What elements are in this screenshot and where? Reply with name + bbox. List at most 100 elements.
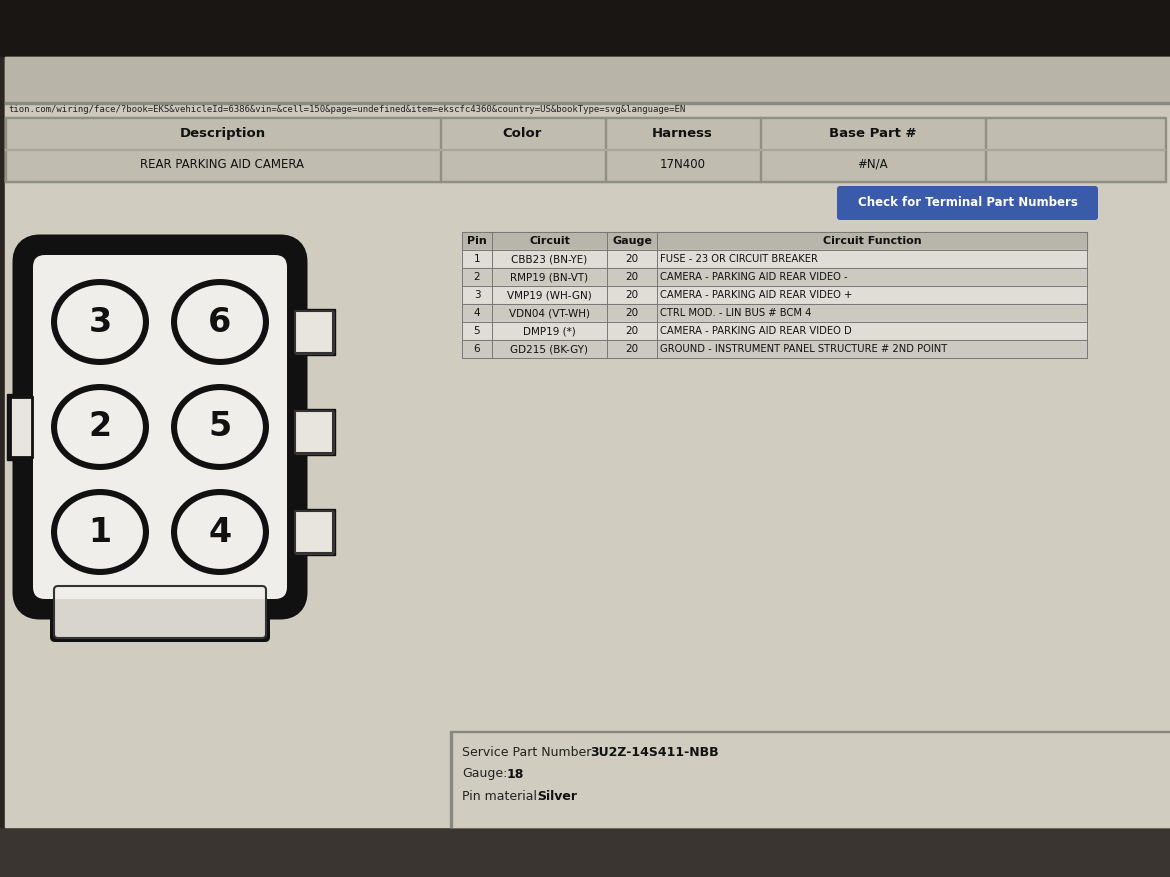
Ellipse shape bbox=[176, 388, 264, 466]
Text: Gauge:: Gauge: bbox=[462, 767, 508, 781]
Text: Harness: Harness bbox=[652, 127, 713, 140]
Text: REAR PARKING AID CAMERA: REAR PARKING AID CAMERA bbox=[140, 158, 304, 171]
Text: 4: 4 bbox=[208, 516, 232, 548]
Text: 1: 1 bbox=[89, 516, 111, 548]
Text: 17N400: 17N400 bbox=[660, 158, 706, 171]
Text: 6: 6 bbox=[474, 344, 481, 354]
Text: VMP19 (WH-GN): VMP19 (WH-GN) bbox=[507, 290, 592, 300]
FancyBboxPatch shape bbox=[837, 186, 1097, 220]
Bar bbox=[292, 509, 335, 555]
Bar bbox=[295, 511, 333, 553]
Ellipse shape bbox=[55, 493, 145, 571]
Bar bbox=[462, 340, 1087, 358]
Text: 20: 20 bbox=[626, 308, 639, 318]
Text: DMP19 (*): DMP19 (*) bbox=[523, 326, 576, 336]
Text: Circuit: Circuit bbox=[529, 236, 570, 246]
Text: 20: 20 bbox=[626, 254, 639, 264]
Text: 6: 6 bbox=[208, 305, 232, 339]
FancyBboxPatch shape bbox=[50, 582, 270, 642]
Text: 3: 3 bbox=[474, 290, 481, 300]
Bar bbox=[5, 57, 1170, 102]
FancyBboxPatch shape bbox=[33, 255, 287, 599]
Text: 20: 20 bbox=[626, 290, 639, 300]
Bar bbox=[295, 511, 333, 553]
Bar bbox=[450, 732, 452, 827]
Bar bbox=[5, 181, 1165, 182]
Text: CBB23 (BN-YE): CBB23 (BN-YE) bbox=[511, 254, 587, 264]
Bar bbox=[462, 250, 1087, 268]
Ellipse shape bbox=[171, 384, 269, 470]
Text: 5: 5 bbox=[208, 410, 232, 444]
Text: 4: 4 bbox=[474, 308, 481, 318]
Text: #N/A: #N/A bbox=[858, 158, 888, 171]
Bar bbox=[462, 322, 1087, 340]
Ellipse shape bbox=[171, 279, 269, 365]
Text: VDN04 (VT-WH): VDN04 (VT-WH) bbox=[509, 308, 590, 318]
Text: GROUND - INSTRUMENT PANEL STRUCTURE # 2ND POINT: GROUND - INSTRUMENT PANEL STRUCTURE # 2N… bbox=[660, 344, 948, 354]
FancyBboxPatch shape bbox=[25, 247, 295, 607]
Text: Circuit Function: Circuit Function bbox=[823, 236, 921, 246]
Bar bbox=[5, 117, 1165, 118]
Bar bbox=[295, 311, 333, 353]
Bar bbox=[462, 268, 1087, 286]
Text: Silver: Silver bbox=[537, 789, 577, 802]
Bar bbox=[5, 149, 1165, 150]
Ellipse shape bbox=[51, 384, 149, 470]
Bar bbox=[462, 304, 1087, 322]
Bar bbox=[292, 409, 335, 455]
Text: GD215 (BK-GY): GD215 (BK-GY) bbox=[510, 344, 589, 354]
Bar bbox=[7, 394, 35, 460]
Text: CAMERA - PARKING AID REAR VIDEO -: CAMERA - PARKING AID REAR VIDEO - bbox=[660, 272, 847, 282]
Text: 2: 2 bbox=[89, 410, 111, 444]
Text: Pin: Pin bbox=[467, 236, 487, 246]
Bar bbox=[462, 232, 1087, 250]
Bar bbox=[11, 397, 32, 457]
Text: FUSE - 23 OR CIRCUIT BREAKER: FUSE - 23 OR CIRCUIT BREAKER bbox=[660, 254, 818, 264]
Text: Base Part #: Base Part # bbox=[828, 127, 916, 140]
Bar bbox=[0, 0, 1170, 57]
Text: 3: 3 bbox=[89, 305, 111, 339]
Text: 20: 20 bbox=[626, 344, 639, 354]
Bar bbox=[295, 411, 333, 453]
Text: tion.com/wiring/face/?book=EKS&vehicleId=6386&vin=&cell=150&page=undefined&item=: tion.com/wiring/face/?book=EKS&vehicleId… bbox=[8, 105, 686, 115]
Text: Pin material:: Pin material: bbox=[462, 789, 542, 802]
Text: CTRL MOD. - LIN BUS # BCM 4: CTRL MOD. - LIN BUS # BCM 4 bbox=[660, 308, 811, 318]
Ellipse shape bbox=[171, 489, 269, 575]
Ellipse shape bbox=[55, 388, 145, 466]
Ellipse shape bbox=[51, 489, 149, 575]
Bar bbox=[5, 102, 1170, 117]
Text: Gauge: Gauge bbox=[612, 236, 652, 246]
Text: RMP19 (BN-VT): RMP19 (BN-VT) bbox=[510, 272, 589, 282]
FancyBboxPatch shape bbox=[25, 247, 295, 607]
Bar bbox=[292, 309, 335, 355]
Text: CAMERA - PARKING AID REAR VIDEO +: CAMERA - PARKING AID REAR VIDEO + bbox=[660, 290, 853, 300]
Text: Service Part Number:: Service Part Number: bbox=[462, 745, 599, 759]
Bar bbox=[295, 411, 333, 453]
Text: Check for Terminal Part Numbers: Check for Terminal Part Numbers bbox=[858, 196, 1078, 210]
FancyBboxPatch shape bbox=[54, 586, 266, 638]
Text: Color: Color bbox=[503, 127, 542, 140]
Bar bbox=[5, 117, 1165, 182]
Bar bbox=[5, 57, 1170, 827]
Text: 20: 20 bbox=[626, 272, 639, 282]
Text: 3U2Z-14S411-NBB: 3U2Z-14S411-NBB bbox=[590, 745, 718, 759]
Text: 5: 5 bbox=[474, 326, 481, 336]
Text: 1: 1 bbox=[474, 254, 481, 264]
Bar bbox=[462, 286, 1087, 304]
Bar bbox=[11, 397, 32, 457]
Ellipse shape bbox=[55, 283, 145, 361]
Text: 2: 2 bbox=[474, 272, 481, 282]
Bar bbox=[0, 827, 1170, 877]
Bar bbox=[295, 311, 333, 353]
Text: CAMERA - PARKING AID REAR VIDEO D: CAMERA - PARKING AID REAR VIDEO D bbox=[660, 326, 852, 336]
Bar bbox=[5, 102, 1170, 104]
Bar bbox=[0, 57, 5, 827]
FancyBboxPatch shape bbox=[25, 247, 295, 607]
Text: 18: 18 bbox=[507, 767, 524, 781]
Ellipse shape bbox=[176, 283, 264, 361]
Bar bbox=[450, 731, 1170, 732]
Bar bbox=[450, 732, 1170, 827]
Text: 20: 20 bbox=[626, 326, 639, 336]
Ellipse shape bbox=[176, 493, 264, 571]
Text: Description: Description bbox=[179, 127, 266, 140]
